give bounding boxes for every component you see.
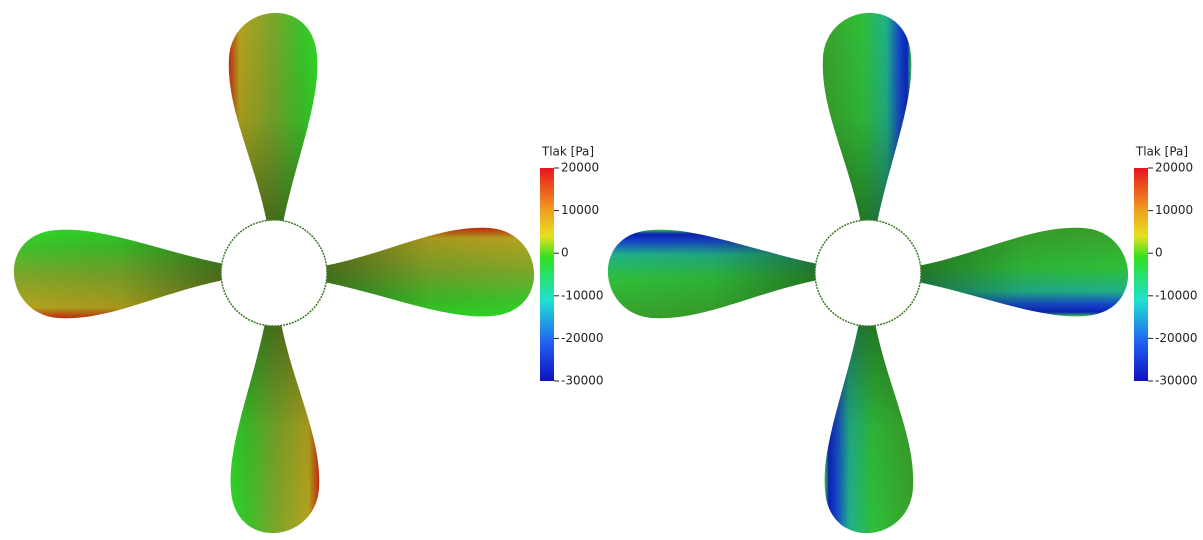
colorbar: [1134, 168, 1148, 381]
tick-label: 10000: [1155, 203, 1193, 217]
tick-label: 10000: [561, 203, 599, 217]
tick-label: 0: [561, 246, 569, 260]
propeller: [607, 12, 1129, 534]
colorbar-title: Tlak [Pa]: [1135, 145, 1188, 159]
colorbar-title: Tlak [Pa]: [541, 145, 594, 159]
tick-label: -20000: [1155, 331, 1198, 345]
colorbar: [540, 168, 554, 381]
tick-label: -20000: [561, 331, 604, 345]
tick-label: -30000: [1155, 374, 1198, 388]
tick-label: -30000: [561, 374, 604, 388]
tick-label: -10000: [561, 288, 604, 302]
tick-label: 20000: [1155, 161, 1193, 175]
propeller: [13, 12, 535, 534]
tick-label: -10000: [1155, 288, 1198, 302]
tick-label: 0: [1155, 246, 1163, 260]
tick-label: 20000: [561, 161, 599, 175]
